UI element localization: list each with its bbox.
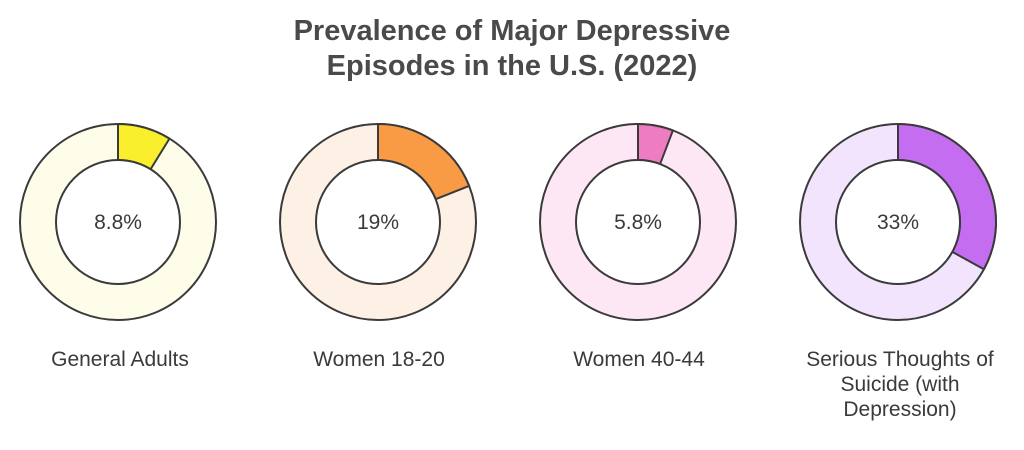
donut-value-women-18-20: 19%: [357, 211, 399, 234]
donut-label-suicide-thoughts: Serious Thoughts of Suicide (with Depressi…: [806, 348, 994, 421]
donut-label-women-40-44: Women 40-44: [573, 348, 705, 371]
donut-hole-women-18-20: [315, 159, 441, 285]
donut-hole-women-40-44: [575, 159, 701, 285]
donut-hole-general-adults: [55, 159, 181, 285]
donut-value-general-adults: 8.8%: [94, 211, 142, 234]
chart-title-line-2: Episodes in the U.S. (2022): [326, 50, 698, 82]
chart-title: Prevalence of Major Depressive Episodes …: [0, 14, 1024, 84]
donut-value-women-40-44: 5.8%: [614, 211, 662, 234]
donut-value-suicide-thoughts: 33%: [877, 211, 919, 234]
donut-label-general-adults: General Adults: [51, 348, 189, 371]
donut-label-women-18-20: Women 18-20: [313, 348, 445, 371]
chart-title-line-1: Prevalence of Major Depressive: [293, 15, 731, 47]
donut-hole-suicide-thoughts: [835, 159, 961, 285]
